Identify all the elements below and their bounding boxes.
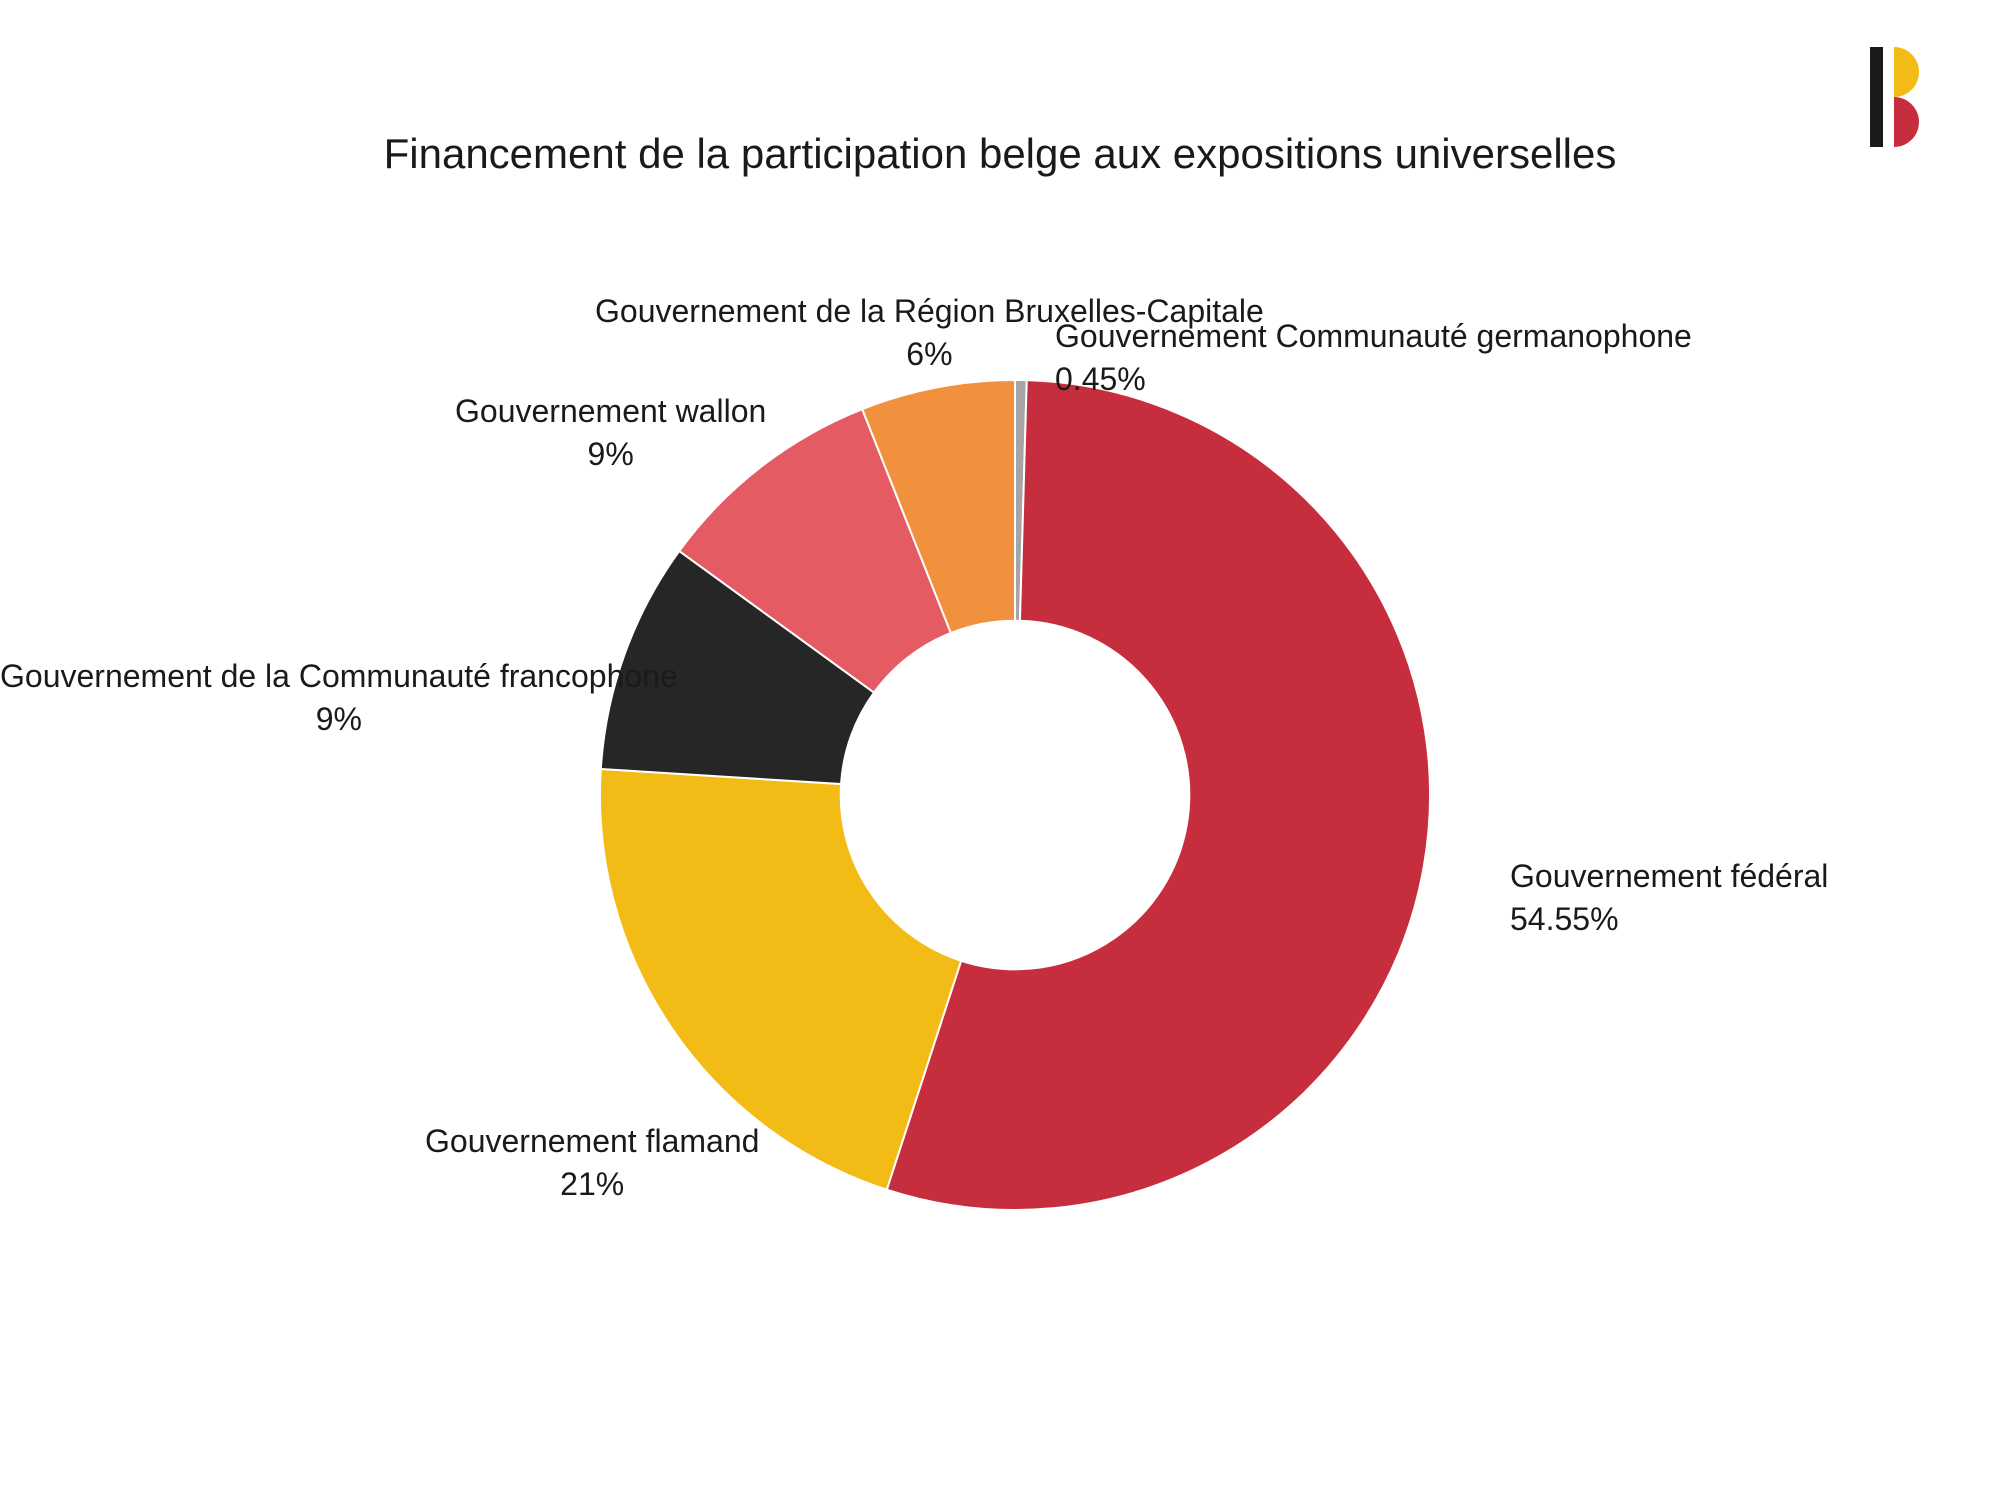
label-germanophone: Gouvernement Communauté germanophone 0.4… [1055, 315, 1692, 401]
label-federal: Gouvernement fédéral 54.55% [1510, 855, 1828, 941]
donut-chart [600, 380, 1430, 1210]
label-francophone: Gouvernement de la Communauté francophon… [0, 655, 678, 741]
label-wallon-name: Gouvernement wallon [455, 390, 766, 433]
label-flamand-value: 21% [425, 1163, 759, 1206]
label-federal-name: Gouvernement fédéral [1510, 855, 1828, 898]
label-wallon: Gouvernement wallon 9% [455, 390, 766, 476]
label-francophone-name: Gouvernement de la Communauté francophon… [0, 655, 678, 698]
label-wallon-value: 9% [455, 433, 766, 476]
label-germanophone-name: Gouvernement Communauté germanophone [1055, 315, 1692, 358]
label-federal-value: 54.55% [1510, 898, 1828, 941]
label-germanophone-value: 0.45% [1055, 358, 1692, 401]
label-flamand-name: Gouvernement flamand [425, 1120, 759, 1163]
chart-title: Financement de la participation belge au… [0, 130, 2000, 178]
label-francophone-value: 9% [0, 698, 678, 741]
label-flamand: Gouvernement flamand 21% [425, 1120, 759, 1206]
